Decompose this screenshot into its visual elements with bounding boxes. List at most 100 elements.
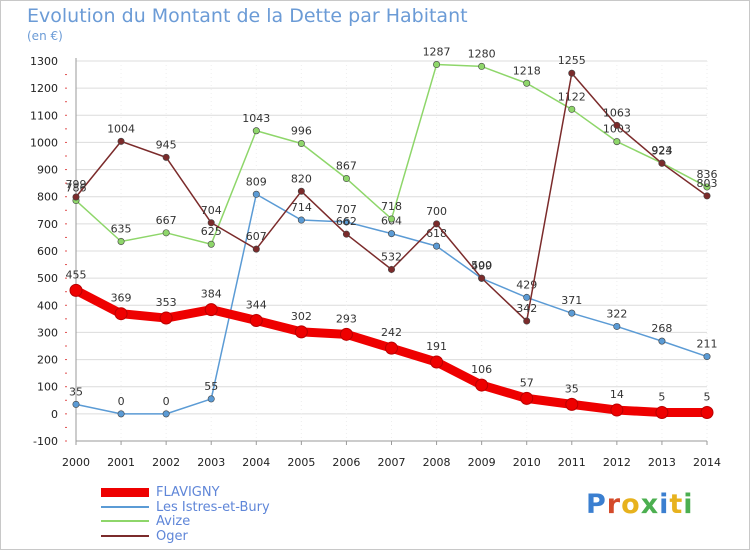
data-point (568, 69, 576, 77)
data-label: 1122 (558, 90, 586, 103)
data-point (207, 395, 215, 403)
data-point (523, 79, 531, 87)
data-label: 803 (697, 177, 718, 190)
data-point (252, 245, 260, 253)
data-label: 1255 (558, 54, 586, 67)
data-label: 5 (704, 391, 711, 404)
data-point (249, 313, 263, 327)
x-tick-label: 2003 (197, 456, 225, 469)
data-point (433, 220, 441, 228)
legend-swatch (101, 520, 149, 522)
data-label: 106 (471, 363, 492, 376)
data-label: 700 (426, 205, 447, 218)
data-point (297, 140, 305, 148)
data-point (433, 61, 441, 69)
data-label: 0 (163, 395, 170, 408)
data-label: 714 (291, 201, 312, 214)
data-label: 5 (658, 391, 665, 404)
data-point (610, 403, 624, 417)
x-tick-label: 2012 (603, 456, 631, 469)
data-label: 302 (291, 310, 312, 323)
data-label: 369 (111, 292, 132, 305)
chart-title: Evolution du Montant de la Dette par Hab… (27, 5, 468, 27)
data-point (613, 138, 621, 146)
x-tick-label: 2008 (423, 456, 451, 469)
data-point (385, 341, 398, 355)
proxiti-logo: Proxiti (586, 489, 694, 520)
data-point (565, 397, 579, 411)
data-label: 1218 (513, 64, 541, 77)
data-point (523, 317, 531, 325)
data-label: 867 (336, 160, 357, 173)
data-point (703, 183, 711, 191)
data-point (297, 187, 305, 195)
data-point (162, 153, 170, 161)
data-label: 268 (651, 322, 672, 335)
data-point (252, 127, 260, 135)
data-label: 809 (246, 175, 267, 188)
y-tick-label: 900 (37, 164, 58, 177)
data-point (703, 192, 711, 200)
data-label: 1063 (603, 106, 631, 119)
data-point (72, 400, 80, 408)
logo-letter: i (683, 489, 694, 520)
data-point (703, 353, 711, 361)
data-point (162, 410, 170, 418)
data-label: 211 (697, 338, 718, 351)
data-label: 0 (118, 395, 125, 408)
data-point (655, 406, 669, 419)
y-tick-label: 200 (37, 354, 58, 367)
data-point (207, 240, 215, 248)
x-tick-label: 2002 (152, 456, 180, 469)
data-label: 667 (156, 214, 177, 227)
data-label: 371 (561, 294, 582, 307)
data-label: 923 (651, 144, 672, 157)
data-label: 353 (156, 296, 177, 309)
data-point (159, 311, 173, 325)
data-label: 718 (381, 200, 402, 213)
data-point (297, 216, 305, 224)
x-tick-label: 2014 (693, 456, 721, 469)
y-tick-label: 100 (37, 381, 58, 394)
data-point (568, 105, 576, 113)
logo-letter: o (621, 489, 641, 520)
data-label: 625 (201, 225, 222, 238)
data-label: 1003 (603, 123, 631, 136)
data-point (478, 62, 486, 70)
x-tick-label: 2006 (332, 456, 360, 469)
data-point (342, 230, 350, 238)
x-tick-label: 2009 (468, 456, 496, 469)
data-point (339, 327, 353, 341)
data-point (613, 121, 621, 129)
data-point (387, 215, 395, 223)
data-point (114, 307, 128, 321)
data-point (252, 190, 260, 198)
data-label: 704 (201, 204, 222, 217)
data-label: 635 (111, 223, 132, 236)
data-point (69, 283, 83, 297)
data-point (433, 242, 441, 250)
x-tick-label: 2007 (378, 456, 406, 469)
data-label: 35 (565, 382, 579, 395)
data-point (117, 238, 125, 246)
data-point (520, 391, 534, 405)
x-tick-label: 2004 (242, 456, 270, 469)
data-label: 384 (201, 288, 222, 301)
data-label: 945 (156, 138, 177, 151)
data-point (387, 265, 395, 273)
data-point (523, 293, 531, 301)
legend-label: Avize (156, 514, 191, 529)
data-point (658, 337, 666, 345)
data-label: 607 (246, 230, 267, 243)
data-label: 1280 (468, 47, 496, 60)
y-tick-label: 800 (37, 191, 58, 204)
data-label: 1287 (423, 46, 451, 59)
legend-label: Oger (156, 528, 188, 544)
y-tick-label: 500 (37, 272, 58, 285)
data-label: 242 (381, 326, 402, 339)
data-point (478, 274, 486, 282)
data-point (475, 378, 489, 392)
data-point (658, 159, 666, 167)
y-tick-label: 1300 (30, 55, 58, 68)
data-label: 924 (651, 144, 672, 157)
